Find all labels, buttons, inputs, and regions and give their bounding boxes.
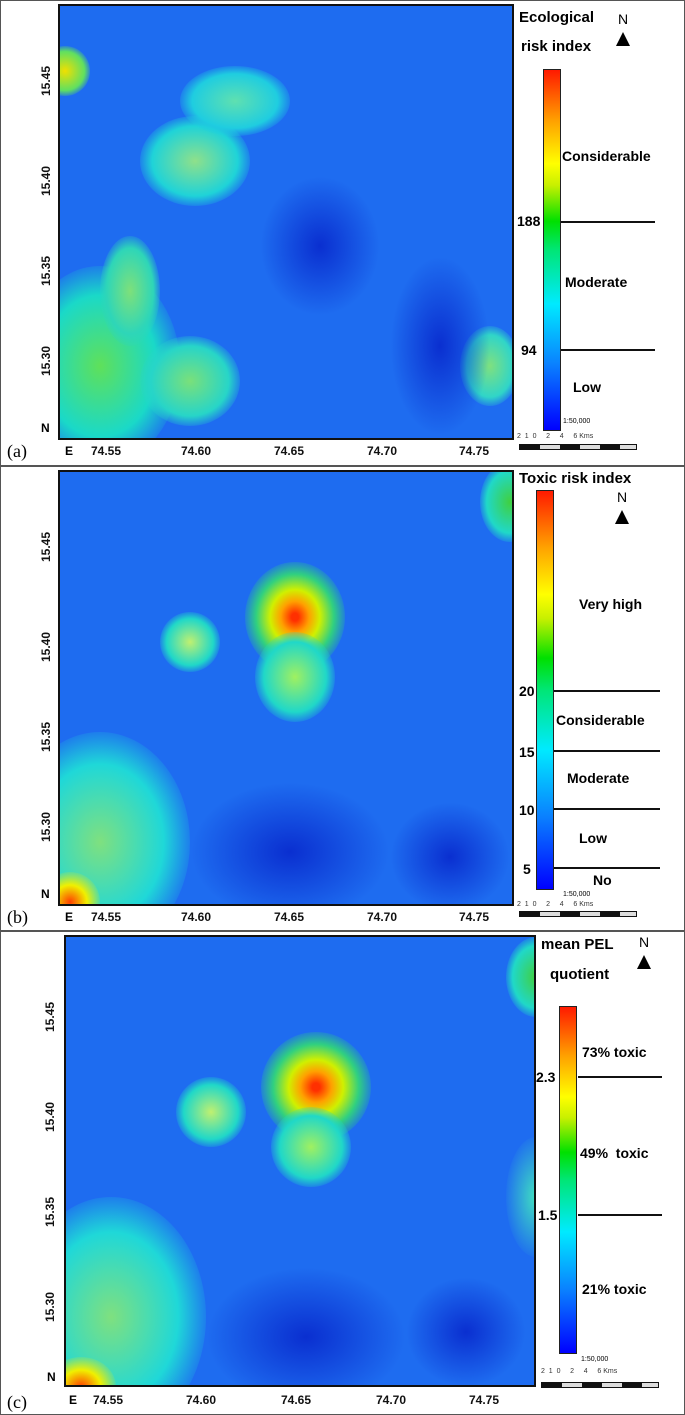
lat-tick: 15.30	[39, 811, 53, 842]
color-scale-bar	[559, 1006, 577, 1354]
lat-tick: 15.40	[39, 631, 53, 662]
lon-tick: 74.75	[469, 1393, 500, 1407]
scale-ticks: 2 1 0 2 4 6 Kms	[517, 901, 594, 908]
class-label: Moderate	[567, 770, 630, 786]
break-value: 5	[523, 861, 531, 877]
panel-a: (a) N E 15.45 15.40 15.35 15.30 74.55 74…	[0, 0, 685, 466]
class-label: 73% toxic	[582, 1044, 647, 1060]
panel-b: (b) N E 15.45 15.40 15.35 15.30 74.55 74…	[0, 466, 685, 931]
scale-ratio: 1:50,000	[563, 891, 591, 898]
lat-tick: 15.35	[39, 721, 53, 752]
color-scale-bar	[536, 490, 554, 890]
lon-tick: 74.60	[181, 910, 212, 924]
scale-bar	[519, 911, 637, 917]
scale-ticks: 2 1 0 2 4 6 Kms	[517, 433, 594, 440]
break-value: 10	[519, 802, 535, 818]
class-label: Very high	[579, 596, 643, 612]
lat-tick: 15.40	[39, 165, 53, 196]
lat-tick: 15.45	[43, 1001, 57, 1032]
north-arrow-icon: N ▲	[607, 489, 637, 529]
lon-tick: 74.70	[367, 444, 398, 458]
break-value: 2.3	[536, 1069, 556, 1085]
east-corner-label: E	[65, 444, 74, 458]
class-label: 49% toxic	[580, 1145, 649, 1161]
lat-tick: 15.35	[39, 255, 53, 286]
lon-tick: 74.70	[367, 910, 398, 924]
north-corner-label: N	[41, 887, 50, 901]
class-label: Low	[579, 830, 607, 846]
lat-tick: 15.30	[43, 1291, 57, 1322]
lon-tick: 74.70	[376, 1393, 407, 1407]
legend-title: Ecological	[519, 9, 595, 26]
lat-tick: 15.45	[39, 531, 53, 562]
lat-tick: 15.40	[43, 1101, 57, 1132]
north-arrow-icon: N ▲	[608, 11, 638, 51]
class-label: Considerable	[556, 712, 645, 728]
north-label: N	[638, 934, 650, 950]
class-label: Moderate	[565, 274, 628, 290]
class-label: Low	[573, 379, 601, 395]
north-corner-label: N	[41, 421, 50, 435]
mean-pel-quotient-map	[64, 935, 536, 1387]
east-corner-label: E	[69, 1393, 78, 1407]
lon-tick: 74.65	[274, 444, 305, 458]
lat-tick: 15.35	[43, 1196, 57, 1227]
lat-tick: 15.30	[39, 345, 53, 376]
legend-title: Toxic risk index	[519, 470, 632, 487]
lon-tick: 74.60	[186, 1393, 217, 1407]
legend-title: mean PEL	[541, 936, 614, 953]
scale-bar	[519, 444, 637, 450]
scale-ticks: 2 1 0 2 4 6 Kms	[541, 1368, 618, 1375]
break-value: 188	[517, 213, 541, 229]
panel-label: (c)	[7, 1392, 27, 1412]
lon-tick: 74.75	[459, 910, 490, 924]
east-corner-label: E	[65, 910, 74, 924]
lon-tick: 74.60	[181, 444, 212, 458]
north-corner-label: N	[47, 1370, 56, 1384]
lon-tick: 74.65	[274, 910, 305, 924]
break-value: 1.5	[538, 1207, 558, 1223]
class-label: 21% toxic	[582, 1281, 647, 1297]
class-label: Considerable	[562, 148, 651, 164]
legend-title: quotient	[550, 966, 610, 983]
panel-c: (c) N E 15.45 15.40 15.35 15.30 74.55 74…	[0, 931, 685, 1415]
lon-tick: 74.65	[281, 1393, 312, 1407]
break-value: 15	[519, 744, 535, 760]
toxic-risk-map	[58, 470, 514, 906]
lon-tick: 74.55	[93, 1393, 124, 1407]
scale-ratio: 1:50,000	[581, 1356, 609, 1363]
break-value: 20	[519, 683, 535, 699]
panel-label: (b)	[7, 907, 28, 927]
lon-tick: 74.75	[459, 444, 490, 458]
north-label: N	[616, 489, 628, 505]
scale-bar	[541, 1382, 659, 1388]
lon-tick: 74.55	[91, 910, 122, 924]
color-scale-bar	[543, 69, 561, 431]
north-label: N	[617, 11, 629, 27]
panel-label: (a)	[7, 441, 27, 461]
legend-title: risk index	[521, 38, 592, 55]
north-arrow-icon: N ▲	[629, 934, 659, 974]
lat-tick: 15.45	[39, 65, 53, 96]
scale-ratio: 1:50,000	[563, 418, 591, 425]
break-value: 94	[521, 342, 537, 358]
class-label: No	[593, 872, 612, 888]
lon-tick: 74.55	[91, 444, 122, 458]
ecological-risk-map	[58, 4, 514, 440]
